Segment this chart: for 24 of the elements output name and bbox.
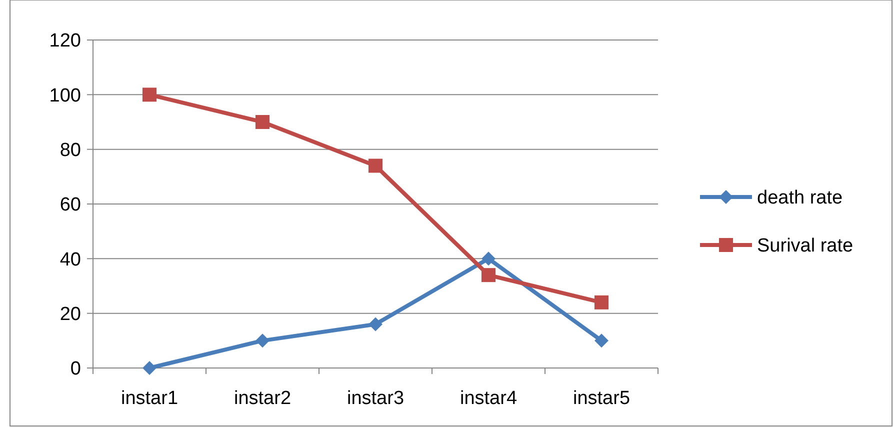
y-tick-label: 100 <box>49 85 81 106</box>
legend-label: death rate <box>757 188 843 209</box>
x-tick-label: instar4 <box>460 388 518 409</box>
point <box>594 334 608 348</box>
point <box>142 361 156 375</box>
point <box>482 268 496 282</box>
y-tick-label: 40 <box>60 249 81 270</box>
point <box>594 295 608 310</box>
point <box>482 252 496 266</box>
y-tick-label: 20 <box>60 304 81 325</box>
point <box>142 88 156 102</box>
x-tick-label: instar2 <box>234 388 292 409</box>
y-tick-label: 80 <box>60 140 81 161</box>
x-tick-label: instar3 <box>346 388 404 409</box>
point <box>368 317 382 332</box>
y-tick-label: 0 <box>70 358 81 380</box>
x-tick-label: instar5 <box>572 388 630 409</box>
y-tick-label: 60 <box>60 194 81 216</box>
y-tick-label: 120 <box>49 30 81 52</box>
x-tick-label: instar1 <box>120 388 178 409</box>
point <box>256 334 270 348</box>
point <box>256 115 270 129</box>
point <box>368 158 382 173</box>
legend-label: Surival rate <box>757 236 854 257</box>
